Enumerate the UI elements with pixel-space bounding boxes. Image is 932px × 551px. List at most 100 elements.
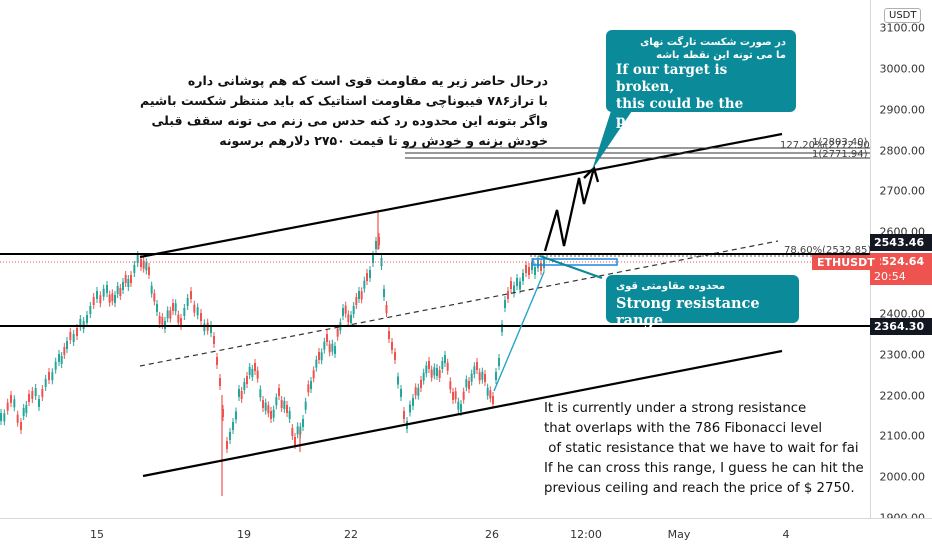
persian-analysis-note[interactable]: درحال حاضر زیر یه مقاومت قوی است که هم پ…: [108, 71, 548, 151]
last-price-value: 2524.64: [874, 255, 925, 268]
price-chart[interactable]: 127.20%(2772.90) 1(2803.40) 1(2771.94) 7…: [0, 0, 870, 518]
candle-body: [478, 372, 481, 381]
candle-body: [238, 389, 240, 397]
persian-note-line: با تراز۷۸۶ فیبوناچی مقاومت استاتیک که با…: [140, 93, 548, 108]
candle-body: [66, 341, 68, 349]
candle-body: [328, 344, 331, 353]
price-tick: 2800.00: [879, 144, 926, 157]
candle-body: [196, 307, 199, 316]
fib-label-127: 127.20%(2772.90): [780, 140, 870, 151]
candle-body: [457, 401, 460, 410]
candle-body: [108, 294, 111, 303]
projected-path-arrowhead: [583, 165, 600, 183]
resistance-callout[interactable]: محدوده مقاومتی قوی Strong resistance ran…: [606, 275, 799, 329]
candle-body: [150, 285, 153, 294]
candle-body: [161, 317, 164, 325]
candle-body: [534, 267, 536, 275]
candle-body: [262, 400, 264, 408]
candle-body: [465, 379, 468, 388]
candle-body: [291, 428, 294, 436]
candle-body: [86, 315, 88, 323]
candle-body: [296, 426, 299, 435]
candle-body: [468, 381, 470, 389]
candle-body: [537, 260, 539, 268]
resistance-range-box[interactable]: [532, 258, 618, 266]
candle-body: [58, 354, 60, 362]
english-note-line: It is currently under a strong resistanc…: [544, 401, 807, 416]
symbol-badge[interactable]: ETHUSDT: [812, 255, 880, 270]
candle-body: [111, 293, 114, 302]
candle-body: [31, 391, 34, 399]
candle-body: [102, 288, 105, 297]
candle-body: [6, 402, 9, 411]
projected-path[interactable]: [543, 167, 596, 252]
candle-body: [388, 331, 390, 339]
candle-body: [210, 325, 212, 333]
candle-body: [525, 265, 527, 273]
candle-body: [473, 366, 476, 375]
candle-body: [275, 397, 278, 406]
english-analysis-note[interactable]: It is currently under a strong resistanc…: [544, 399, 870, 499]
target-callout[interactable]: در صورت شکست تارگت نهای ما می تونه این ن…: [606, 30, 796, 129]
candle-body: [403, 411, 405, 419]
candle-body: [136, 255, 139, 263]
candle-body: [481, 371, 484, 380]
candle-body: [177, 314, 180, 323]
candle-body: [369, 270, 371, 278]
candle-body: [484, 374, 486, 382]
candle-body: [226, 441, 228, 449]
candlestick-series: [0, 212, 545, 496]
candle-body: [454, 391, 457, 400]
resistance-price-tag: 2543.46: [870, 234, 932, 251]
candle-body: [283, 401, 286, 409]
candle-body: [124, 275, 127, 283]
last-price-tag: 2524.64 20:54: [870, 253, 932, 285]
candle-body: [352, 306, 355, 314]
candle-body: [378, 237, 380, 245]
candle-body: [540, 263, 542, 271]
candle-body: [172, 303, 174, 311]
candle-body: [315, 359, 318, 368]
candle-body: [267, 405, 270, 414]
candle-body: [430, 369, 433, 378]
time-label: 15: [90, 528, 104, 541]
fib-label-786: 78.60%(2532.85): [784, 245, 870, 256]
candle-body: [358, 291, 360, 299]
time-label: 26: [485, 528, 499, 541]
candle-body: [383, 289, 385, 297]
candle-body: [248, 367, 251, 375]
candle-body: [219, 378, 221, 386]
candle-body: [516, 278, 518, 286]
fib-label-2771: 1(2771.94): [812, 149, 868, 160]
candle-body: [140, 259, 142, 267]
candle-body: [72, 334, 75, 342]
candle-body: [336, 328, 339, 337]
lower-trendline[interactable]: [142, 349, 783, 478]
candle-body: [76, 328, 78, 336]
candle-body: [51, 372, 54, 381]
candle-body: [145, 262, 148, 271]
candle-body: [470, 373, 473, 382]
candle-body: [22, 408, 25, 416]
rising-support-line[interactable]: [493, 271, 545, 392]
persian-note-line: درحال حاضر زیر یه مقاومت قوی است که هم پ…: [187, 73, 548, 88]
wedge-line: [539, 255, 603, 279]
upper-trendline[interactable]: [139, 132, 783, 259]
candle-body: [347, 314, 350, 323]
candle-body: [428, 361, 430, 369]
candle-body: [25, 405, 28, 413]
time-label: 12:00: [570, 528, 602, 541]
candle-body: [307, 384, 310, 393]
candle-body: [235, 411, 237, 420]
candle-body: [286, 405, 288, 413]
candle-body: [222, 409, 224, 417]
candle-body: [130, 275, 132, 283]
time-axis[interactable]: 15 19 22 26 12:00 May 4: [0, 518, 932, 551]
middle-dashed-trendline[interactable]: [139, 240, 779, 367]
candle-body: [375, 241, 377, 249]
candle-body: [310, 381, 312, 389]
currency-label[interactable]: USDT: [884, 8, 922, 23]
candle-body: [79, 319, 82, 327]
persian-note-line: خودش بزنه و خودش رو تا قیمت ۲۷۵۰ دلارهم …: [219, 133, 548, 148]
candle-body: [531, 262, 533, 270]
